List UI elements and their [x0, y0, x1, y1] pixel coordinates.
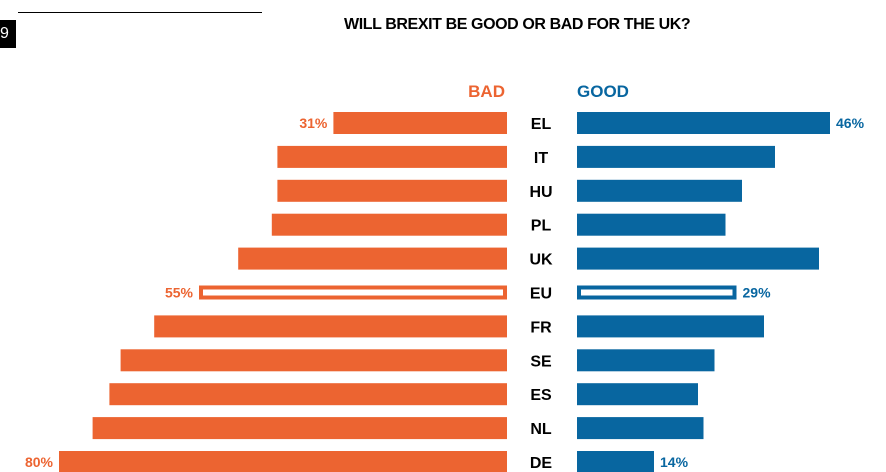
bar-bad-hu — [277, 179, 507, 202]
data-label-good-de: 14% — [660, 454, 689, 470]
bar-good-it — [577, 145, 775, 168]
category-label-se: SE — [530, 353, 552, 370]
bar-bad-es — [109, 383, 508, 406]
category-label-hu: HU — [529, 184, 552, 201]
data-label-bad-de: 80% — [25, 454, 54, 470]
data-label-bad-el: 31% — [299, 115, 328, 131]
category-label-it: IT — [534, 150, 548, 167]
category-label-de: DE — [530, 455, 553, 472]
bar-bad-el — [333, 112, 507, 134]
series-header-bad: BAD — [468, 82, 505, 101]
category-label-eu: EU — [530, 286, 552, 303]
data-label-good-el: 46% — [836, 115, 865, 131]
category-label-fr: FR — [530, 319, 552, 336]
bar-bad-eu — [199, 285, 507, 300]
top-rule — [18, 12, 262, 13]
bar-bad-it — [277, 145, 507, 168]
bar-bad-pl — [271, 213, 507, 236]
data-label-bad-eu: 55% — [165, 285, 194, 301]
chart-title: WILL BREXIT BE GOOD OR BAD FOR THE UK? — [344, 16, 691, 33]
bar-bad-fr — [154, 315, 507, 338]
bar-good-uk — [577, 247, 819, 270]
bar-bad-se — [120, 349, 507, 372]
category-label-el: EL — [531, 116, 552, 133]
series-header-good: GOOD — [577, 82, 629, 101]
bar-good-fr — [577, 315, 764, 338]
category-label-pl: PL — [531, 218, 552, 235]
bar-good-es — [577, 383, 698, 406]
bar-bad-uk — [238, 247, 507, 270]
category-label-es: ES — [530, 387, 552, 404]
bar-good-nl — [577, 417, 704, 440]
page-number-badge: 9 — [0, 20, 16, 48]
bar-bad-de — [59, 451, 507, 472]
bar-good-hu — [577, 179, 742, 202]
bar-good-de — [577, 451, 654, 472]
bar-good-se — [577, 349, 715, 372]
data-label-good-eu: 29% — [743, 285, 772, 301]
bar-good-pl — [577, 213, 726, 236]
bar-good-eu — [577, 285, 737, 300]
bar-bad-nl — [92, 417, 507, 440]
category-label-uk: UK — [529, 252, 553, 269]
bar-good-el — [577, 112, 830, 134]
category-label-nl: NL — [530, 421, 552, 438]
